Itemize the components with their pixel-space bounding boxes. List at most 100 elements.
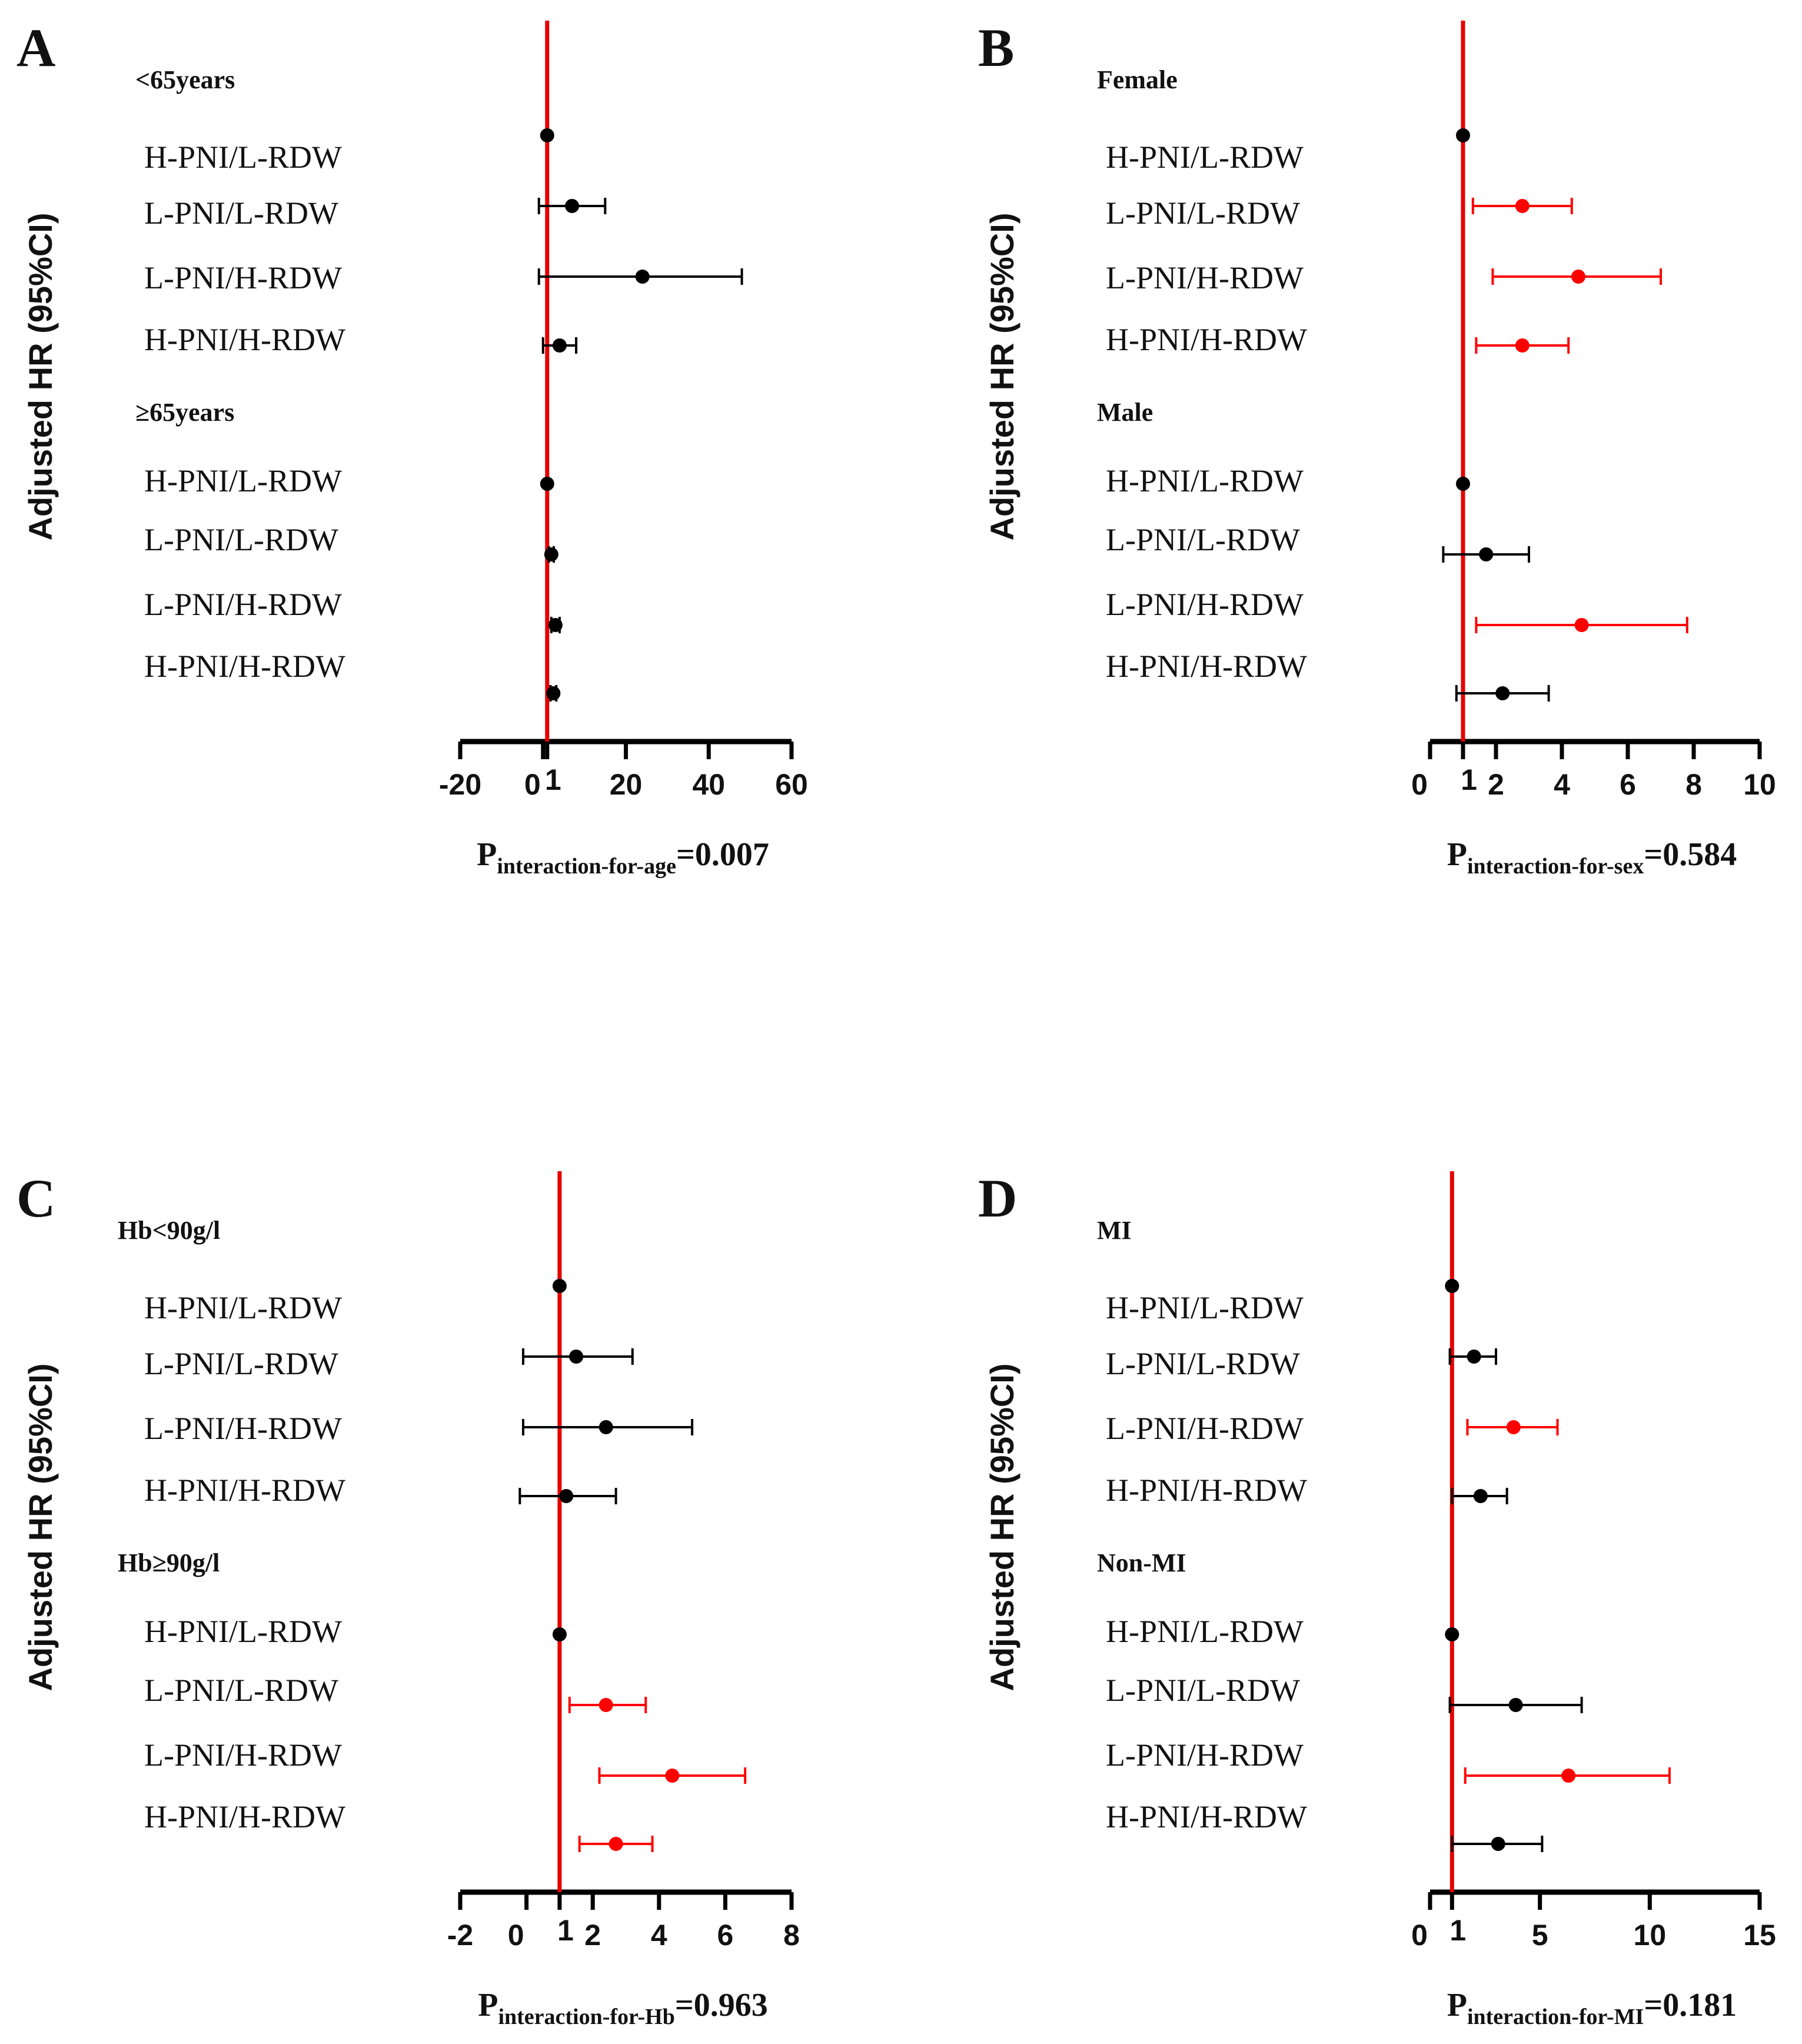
hr-point	[552, 338, 567, 353]
row-label: L-PNI/L-RDW	[1106, 1673, 1300, 1708]
x-axis-tick-label: 8	[1685, 768, 1702, 801]
row-label: H-PNI/H-RDW	[1106, 1799, 1307, 1834]
row-label: L-PNI/L-RDW	[1106, 195, 1300, 231]
hr-point	[559, 1489, 574, 1503]
hr-point	[609, 1837, 623, 1851]
x-axis-tick-label: 10	[1743, 768, 1776, 801]
forest-panel-b: B Adjusted HR (95%CI) Female H-PNI/L-RDW L-P…	[978, 18, 1776, 879]
y-axis-label: Adjusted HR (95%CI)	[22, 213, 59, 541]
row-label: H-PNI/L-RDW	[144, 463, 342, 498]
x-axis-tick-label: 10	[1634, 1919, 1667, 1952]
row-label: H-PNI/L-RDW	[1106, 1614, 1304, 1649]
group-header: Hb<90g/l	[118, 1216, 220, 1245]
p-interaction-label: Pinteraction-for-Hb=0.963	[478, 1987, 768, 2029]
panel-letter: B	[978, 18, 1014, 78]
row-label: L-PNI/L-RDW	[144, 522, 338, 557]
row-label: L-PNI/H-RDW	[1106, 1737, 1304, 1773]
row-label: L-PNI/L-RDW	[144, 195, 338, 231]
group-header: ≥65years	[135, 398, 234, 427]
x-axis-tick-label: 0	[524, 768, 541, 801]
row-label: H-PNI/L-RDW	[144, 1614, 342, 1649]
hr-point	[1571, 270, 1585, 284]
p-interaction-subscript: interaction-for-MI	[1467, 2005, 1644, 2029]
hr-point	[546, 686, 561, 700]
p-interaction-prefix: P	[478, 1987, 498, 2023]
x-axis-tick-label: 6	[1620, 768, 1636, 801]
group-header: <65years	[135, 65, 235, 94]
p-interaction-prefix: P	[1447, 836, 1467, 873]
row-label: L-PNI/H-RDW	[1106, 587, 1304, 622]
hr-point	[552, 1627, 567, 1641]
row-label: L-PNI/H-RDW	[1106, 260, 1304, 295]
row-label: L-PNI/L-RDW	[1106, 1346, 1300, 1381]
group-header: Non-MI	[1097, 1548, 1186, 1577]
x-axis-tick-label: -20	[439, 768, 481, 801]
row-label: H-PNI/H-RDW	[144, 1799, 345, 1834]
x-axis-tick-label: 0	[1411, 768, 1428, 801]
x-axis-tick-label: 2	[1488, 768, 1504, 801]
panel-letter: C	[16, 1168, 55, 1228]
row-label: L-PNI/H-RDW	[144, 1411, 342, 1446]
row-label: H-PNI/L-RDW	[1106, 139, 1304, 175]
forest-panel-d: D Adjusted HR (95%CI) MI H-PNI/L-RDW L-PNI/L…	[978, 1168, 1776, 2029]
hr-point	[540, 477, 554, 491]
group-header: Male	[1097, 398, 1153, 427]
x-axis-tick-label: 2	[584, 1919, 601, 1952]
row-label: H-PNI/H-RDW	[144, 322, 345, 357]
row-label: L-PNI/H-RDW	[1106, 1411, 1304, 1446]
hr-point	[599, 1698, 613, 1712]
x-axis-tick-label: 8	[783, 1919, 800, 1952]
hr-point	[1445, 1627, 1459, 1641]
x-axis-tick-label: 4	[1554, 768, 1570, 801]
row-label: L-PNI/L-RDW	[144, 1346, 338, 1381]
hr-point	[635, 270, 650, 284]
row-label: H-PNI/H-RDW	[1106, 1473, 1307, 1508]
group-header: MI	[1097, 1216, 1132, 1245]
p-interaction-value: =0.584	[1644, 836, 1737, 873]
p-interaction-label: Pinteraction-for-MI=0.181	[1447, 1987, 1737, 2029]
p-interaction-subscript: interaction-for-age	[497, 854, 676, 879]
x-axis-ref-tick-label: 1	[557, 1914, 574, 1947]
forest-panel-a: A Adjusted HR (95%CI) <65years H-PNI/L-RDW L…	[16, 18, 808, 879]
group-header: Female	[1097, 65, 1178, 94]
hr-point	[552, 1279, 567, 1293]
hr-point	[1445, 1279, 1459, 1293]
hr-point	[665, 1769, 680, 1783]
hr-point	[1574, 618, 1589, 632]
hr-point	[1515, 338, 1530, 353]
y-axis-label: Adjusted HR (95%CI)	[983, 1364, 1020, 1691]
hr-point	[1515, 199, 1530, 213]
forest-panel-c: C Adjusted HR (95%CI) Hb<90g/l H-PNI/L-RDW L…	[16, 1168, 800, 2029]
row-label: H-PNI/H-RDW	[1106, 322, 1307, 357]
row-label: H-PNI/L-RDW	[144, 139, 342, 175]
hr-point	[1467, 1350, 1481, 1364]
x-axis-tick-label: 20	[610, 768, 643, 801]
row-label: H-PNI/L-RDW	[1106, 1290, 1304, 1325]
x-axis-ref-tick-label: 1	[545, 763, 561, 796]
p-interaction-subscript: interaction-for-sex	[1467, 854, 1644, 879]
hr-point	[548, 618, 563, 632]
group-header: Hb≥90g/l	[118, 1548, 220, 1577]
p-interaction-value: =0.963	[675, 1987, 768, 2023]
hr-point	[1456, 128, 1470, 142]
hr-point	[540, 128, 554, 142]
hr-point	[1473, 1489, 1488, 1503]
p-interaction-value: =0.181	[1644, 1987, 1737, 2023]
hr-point	[599, 1420, 613, 1434]
x-axis-tick-label: 40	[692, 768, 725, 801]
y-axis-label: Adjusted HR (95%CI)	[983, 213, 1020, 541]
row-label: L-PNI/L-RDW	[1106, 522, 1300, 557]
hr-point	[1508, 1698, 1523, 1712]
x-axis-tick-label: 0	[1411, 1919, 1428, 1952]
p-interaction-prefix: P	[1447, 1987, 1467, 2023]
row-label: H-PNI/L-RDW	[1106, 463, 1304, 498]
p-interaction-subscript: interaction-for-Hb	[498, 2005, 674, 2029]
x-axis-ref-tick-label: 1	[1461, 763, 1477, 796]
row-label: H-PNI/H-RDW	[144, 1473, 345, 1508]
panel-letter: A	[16, 18, 55, 78]
hr-point	[1479, 547, 1494, 561]
hr-point	[569, 1350, 584, 1364]
row-label: H-PNI/H-RDW	[144, 649, 345, 684]
row-label: L-PNI/L-RDW	[144, 1673, 338, 1708]
